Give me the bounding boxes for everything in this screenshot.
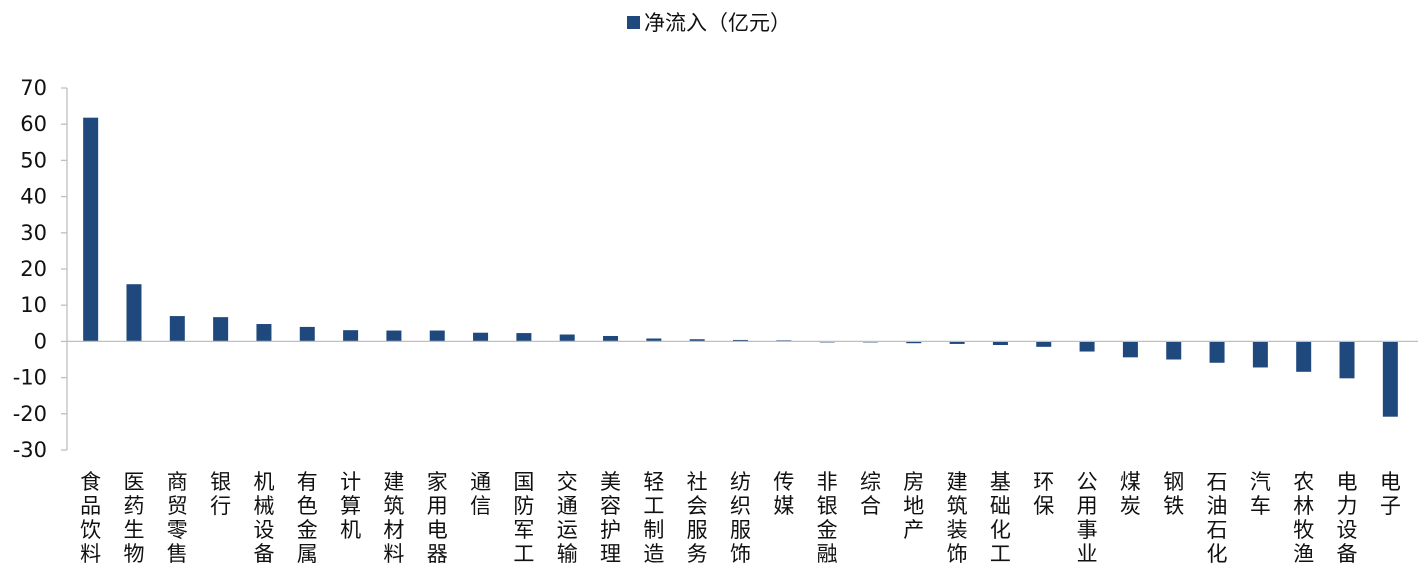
y-tick-label: 10 xyxy=(20,293,47,317)
x-tick-label: 美容护理 xyxy=(600,470,621,566)
y-tick-label: 70 xyxy=(20,76,47,100)
y-tick-label: -20 xyxy=(13,402,47,426)
bar xyxy=(516,333,532,342)
bar xyxy=(1339,341,1355,379)
x-tick-label: 煤炭 xyxy=(1120,470,1141,518)
bar xyxy=(83,117,99,342)
bar xyxy=(733,339,748,342)
x-tick-label: 传媒 xyxy=(773,470,794,518)
bar xyxy=(559,334,575,342)
x-tick-label: 食品饮料 xyxy=(80,470,101,566)
x-tick-label: 建筑装饰 xyxy=(947,470,968,566)
bar xyxy=(213,317,229,342)
x-tick-label: 社会服务 xyxy=(687,470,708,566)
legend: 净流入（亿元） xyxy=(0,7,1418,37)
bar xyxy=(1036,341,1052,347)
y-tick-label: -30 xyxy=(13,438,47,462)
x-tick-label: 非银金融 xyxy=(817,470,838,566)
x-tick-label: 家用电器 xyxy=(427,470,448,566)
x-tick-label: 建筑材料 xyxy=(383,470,404,566)
x-tick-label: 钢铁 xyxy=(1163,470,1184,518)
x-tick-label: 石油石化 xyxy=(1207,470,1228,566)
y-tick-label: 0 xyxy=(34,329,47,353)
x-tick-label: 环保 xyxy=(1033,470,1054,518)
bar xyxy=(646,338,662,342)
bar xyxy=(256,324,272,342)
x-tick-label: 基础化工 xyxy=(990,470,1011,566)
bar xyxy=(1166,341,1182,360)
bar xyxy=(1079,341,1095,352)
bars xyxy=(83,117,1398,417)
y-tick-label: 50 xyxy=(20,148,47,172)
x-tick-label: 机械设备 xyxy=(253,470,274,566)
bar xyxy=(603,335,619,342)
bar xyxy=(299,326,315,342)
y-tick-label: 30 xyxy=(20,221,47,245)
category-labels: 食品饮料 医药生物 商贸零售 银行 机械设备 有色金属 计算机 建筑材料 家用电器 通信 国防军工 交… xyxy=(80,470,1401,566)
bar xyxy=(1209,341,1225,363)
bar xyxy=(343,330,359,342)
x-tick-label: 农林牧渔 xyxy=(1293,470,1314,566)
y-axis: 70 60 50 40 30 20 10 0 -10 -20 -30 xyxy=(13,76,68,462)
bar xyxy=(992,341,1008,346)
bar xyxy=(949,341,965,344)
x-tick-label: 有色金属 xyxy=(297,470,318,566)
bar xyxy=(906,341,922,344)
x-tick-label: 通信 xyxy=(470,470,491,518)
x-tick-label: 房地产 xyxy=(903,470,924,542)
legend-label: 净流入（亿元） xyxy=(644,11,791,35)
bar xyxy=(689,339,705,342)
bar xyxy=(1382,341,1398,417)
x-tick-label: 电子 xyxy=(1380,470,1401,518)
x-tick-label: 银行 xyxy=(210,470,231,518)
x-tick-label: 汽车 xyxy=(1250,470,1271,518)
x-tick-label: 国防军工 xyxy=(513,470,534,566)
bar xyxy=(386,330,402,342)
bar xyxy=(1122,341,1138,358)
bar xyxy=(473,332,489,342)
x-tick-label: 轻工制造 xyxy=(643,470,664,566)
y-tick-label: 60 xyxy=(20,112,47,136)
x-tick-label: 计算机 xyxy=(340,470,361,542)
bar xyxy=(429,330,445,342)
x-tick-label: 交通运输 xyxy=(557,470,578,566)
y-tick-label: 20 xyxy=(20,257,47,281)
x-tick-label: 医药生物 xyxy=(123,470,144,566)
x-tick-label: 公用事业 xyxy=(1077,470,1098,566)
x-tick-label: 综合 xyxy=(860,470,881,518)
x-tick-label: 电力设备 xyxy=(1337,470,1358,566)
bar xyxy=(169,316,185,342)
bar xyxy=(1296,341,1312,372)
x-tick-label: 纺织服饰 xyxy=(730,470,751,566)
y-tick-label: 40 xyxy=(20,185,47,209)
legend-swatch xyxy=(627,15,640,29)
x-tick-label: 商贸零售 xyxy=(167,470,188,566)
bar xyxy=(1252,341,1268,368)
y-tick-label: -10 xyxy=(13,366,47,390)
bar xyxy=(126,284,142,342)
